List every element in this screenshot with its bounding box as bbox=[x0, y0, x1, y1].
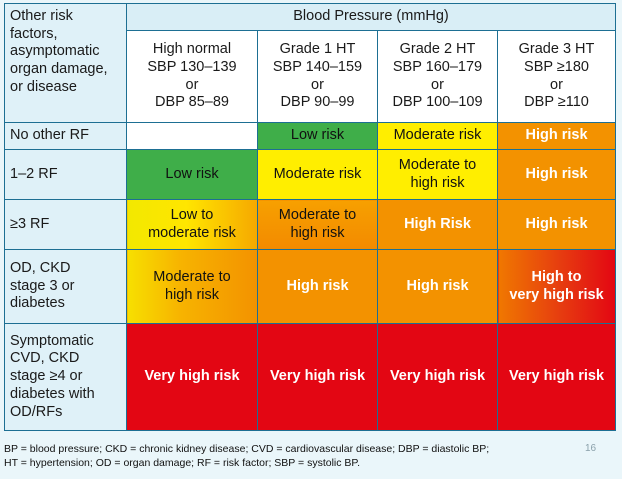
cell-line: moderate risk bbox=[148, 224, 236, 241]
page-number: 16 bbox=[585, 443, 597, 454]
grade-header-grade-3: Grade 3 HT SBP ≥180 or DBP ≥110 bbox=[496, 30, 617, 123]
grade-line: Grade 3 HT bbox=[518, 41, 595, 58]
grade-line: High normal bbox=[152, 41, 232, 58]
grade-line: SBP 160–179 bbox=[392, 58, 483, 75]
factor-line: Symptomatic bbox=[10, 332, 94, 349]
blood-pressure-header: Blood Pressure (mmHg) bbox=[125, 3, 617, 31]
risk-cell-moderate-to-high: Moderate to high risk bbox=[257, 199, 378, 250]
grade-line: or bbox=[550, 76, 563, 93]
table-row: 1–2 RF Low risk Moderate risk Moderate t… bbox=[4, 149, 617, 200]
risk-cell-empty bbox=[126, 122, 258, 150]
grade-line: SBP 130–139 bbox=[147, 58, 237, 75]
risk-cell-moderate-to-high: Moderate to high risk bbox=[126, 249, 258, 324]
grade-line: or bbox=[185, 76, 199, 93]
factor-line: OD, CKD bbox=[10, 259, 71, 276]
corner-line: asymptomatic bbox=[10, 43, 100, 60]
grade-line: DBP 100–109 bbox=[392, 94, 483, 111]
cell-line: high risk bbox=[165, 286, 219, 303]
factor-line: stage ≥4 or bbox=[10, 368, 83, 385]
footnote-line: HT = hypertension; OD = organ damage; RF… bbox=[4, 457, 361, 470]
table-row: No other RF Low risk Moderate risk High … bbox=[4, 122, 617, 150]
grade-line: Grade 1 HT bbox=[279, 41, 356, 58]
risk-cell-low-to-moderate: Low to moderate risk bbox=[126, 199, 258, 250]
grade-header-grade-1: Grade 1 HT SBP 140–159 or DBP 90–99 bbox=[257, 30, 378, 123]
risk-cell-high: High risk bbox=[496, 149, 617, 200]
cell-line: Moderate to bbox=[398, 156, 477, 173]
risk-cell-very-high: Very high risk bbox=[126, 323, 258, 431]
corner-line: or disease bbox=[10, 78, 77, 95]
cell-line: very high risk bbox=[509, 286, 604, 303]
cell-line: Low to bbox=[170, 206, 214, 223]
grade-header-high-normal: High normal SBP 130–139 or DBP 85–89 bbox=[126, 30, 258, 123]
table-row: Symptomatic CVD, CKD stage ≥4 or diabete… bbox=[4, 323, 617, 431]
grade-line: DBP 90–99 bbox=[280, 94, 355, 111]
cell-line: high risk bbox=[290, 224, 345, 241]
footnote-line: BP = blood pressure; CKD = chronic kidne… bbox=[4, 443, 490, 455]
grade-line: DBP 85–89 bbox=[155, 94, 229, 111]
table-row: ≥3 RF Low to moderate risk Moderate to h… bbox=[4, 199, 617, 250]
slide-right-margin bbox=[622, 0, 638, 479]
grade-line: DBP ≥110 bbox=[524, 94, 589, 111]
grade-header-grade-2: Grade 2 HT SBP 160–179 or DBP 100–109 bbox=[377, 30, 498, 123]
factor-line: diabetes bbox=[10, 295, 65, 312]
header-row-grades: High normal SBP 130–139 or DBP 85–89 Gra… bbox=[5, 30, 617, 123]
risk-factor-label: 1–2 RF bbox=[4, 149, 127, 200]
risk-cell-very-high: Very high risk bbox=[377, 323, 498, 431]
risk-table: Other risk factors, asymptomatic organ d… bbox=[4, 3, 617, 431]
risk-cell-low: Low risk bbox=[126, 149, 258, 200]
risk-cell-low: Low risk bbox=[257, 122, 378, 150]
table-row: OD, CKD stage 3 or diabetes Moderate to … bbox=[4, 249, 617, 324]
risk-factor-label: No other RF bbox=[4, 122, 127, 150]
factor-line: stage 3 or bbox=[10, 277, 75, 294]
risk-cell-high: High risk bbox=[496, 199, 617, 250]
factor-line: diabetes with bbox=[10, 385, 95, 402]
risk-factor-label: ≥3 RF bbox=[4, 199, 127, 250]
grade-line: SBP ≥180 bbox=[524, 58, 589, 75]
risk-cell-very-high: Very high risk bbox=[496, 323, 617, 431]
risk-cell-high-to-very-high: High to very high risk bbox=[496, 249, 617, 324]
risk-factor-column-header: Other risk factors, asymptomatic organ d… bbox=[4, 3, 127, 123]
cell-line: Moderate to bbox=[278, 206, 357, 223]
grade-line: or bbox=[311, 76, 324, 93]
risk-cell-moderate-to-high: Moderate to high risk bbox=[377, 149, 498, 200]
header-row-title: Other risk factors, asymptomatic organ d… bbox=[4, 3, 617, 123]
risk-cell-high: High risk bbox=[257, 249, 378, 324]
risk-cell-high: High risk bbox=[496, 122, 617, 150]
cell-line: High to bbox=[531, 268, 582, 285]
cell-line: high risk bbox=[410, 174, 465, 191]
risk-cell-high: High risk bbox=[377, 249, 498, 324]
grade-line: or bbox=[431, 76, 444, 93]
factor-line: CVD, CKD bbox=[10, 350, 80, 367]
factor-line: OD/RFs bbox=[10, 403, 63, 420]
risk-factor-label: Symptomatic CVD, CKD stage ≥4 or diabete… bbox=[4, 323, 127, 431]
corner-line: Other risk bbox=[10, 8, 73, 24]
abbreviations-footnote: BP = blood pressure; CKD = chronic kidne… bbox=[4, 442, 614, 470]
risk-cell-moderate: Moderate risk bbox=[377, 122, 498, 150]
grade-line: Grade 2 HT bbox=[399, 41, 476, 58]
corner-line: organ damage, bbox=[10, 61, 108, 78]
corner-line: factors, bbox=[10, 25, 58, 42]
cell-line: Moderate to bbox=[153, 268, 231, 285]
risk-cell-high: High Risk bbox=[377, 199, 498, 250]
grade-line: SBP 140–159 bbox=[272, 58, 363, 75]
risk-cell-very-high: Very high risk bbox=[257, 323, 378, 431]
risk-factor-label: OD, CKD stage 3 or diabetes bbox=[4, 249, 127, 324]
risk-cell-moderate: Moderate risk bbox=[257, 149, 378, 200]
